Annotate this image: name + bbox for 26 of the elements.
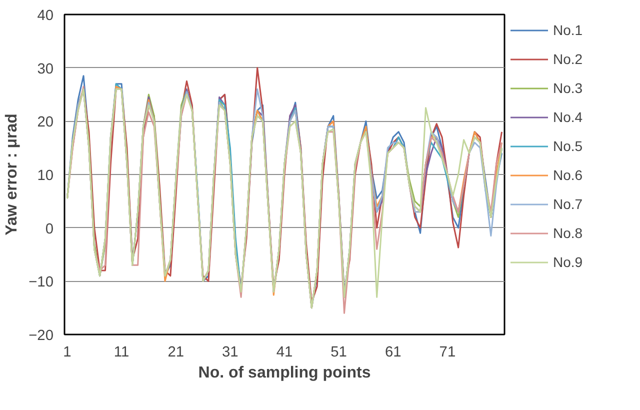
- legend-label: No.3: [553, 79, 583, 97]
- x-tick-label: 31: [222, 344, 238, 360]
- x-tick-label: 51: [330, 344, 347, 360]
- y-tick-label: 0: [45, 221, 54, 238]
- y-tick-label: −20: [28, 328, 54, 344]
- legend-label: No.4: [553, 108, 583, 126]
- y-axis-title: Yaw error : μrad: [4, 114, 21, 236]
- x-tick-label: 1: [63, 344, 72, 360]
- y-tick-label: 40: [37, 8, 54, 24]
- legend-label: No.6: [553, 166, 583, 184]
- legend-label: No.8: [553, 224, 583, 242]
- x-tick-label: 71: [439, 344, 456, 360]
- x-tick-label: 61: [384, 344, 402, 360]
- legend-label: No.5: [553, 137, 583, 155]
- y-tick-label: 20: [37, 114, 54, 131]
- y-tick-label: 30: [37, 61, 54, 78]
- legend-label: No.9: [553, 253, 583, 271]
- x-tick-label: 21: [168, 344, 184, 360]
- x-axis-title: No. of sampling points: [198, 364, 371, 382]
- y-tick-label: −10: [28, 274, 54, 291]
- x-tick-label: 11: [114, 344, 130, 360]
- x-tick-label: 41: [276, 344, 293, 360]
- legend-label: No.7: [553, 195, 583, 213]
- legend-label: No.1: [553, 21, 583, 39]
- y-tick-label: 10: [37, 168, 54, 184]
- legend-label: No.2: [553, 50, 583, 68]
